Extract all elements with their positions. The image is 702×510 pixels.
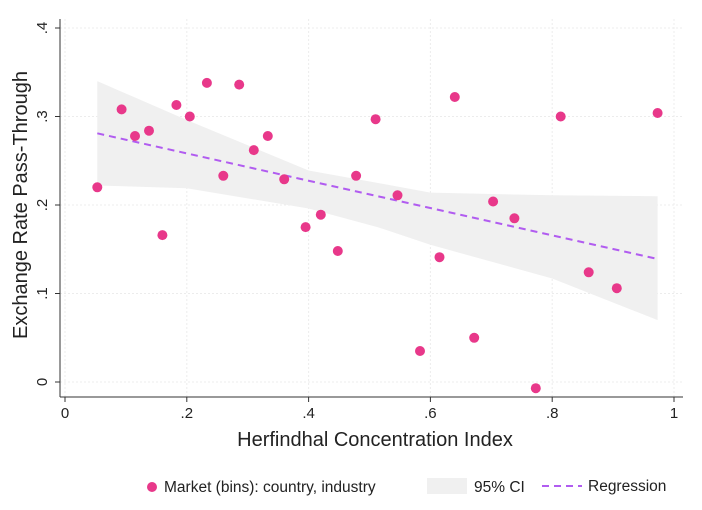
data-point-12 [279,174,290,185]
data-point-14 [315,209,326,220]
data-point-2 [130,131,140,141]
data-point-4 [157,230,168,241]
data-point-22 [469,332,480,343]
legend-label-market: Market (bins): country, industry [164,479,376,496]
data-point-20 [434,252,445,263]
data-point-24 [509,213,520,224]
y-tick-label-3: .3 [34,110,51,123]
data-point-7 [201,77,212,88]
y-axis-ticks: 0 .1 .2 .3 .4 [34,22,60,386]
x-axis-title: Herfindhal Concentration Index [237,429,513,451]
y-tick-label-2: .2 [34,199,51,212]
x-tick-label-0: 0 [61,405,69,422]
data-point-27 [583,267,594,278]
data-point-5 [171,100,182,110]
data-point-18 [392,190,403,201]
legend: Market (bins): country, industry 95% CI … [147,478,666,496]
data-point-16 [351,170,362,181]
legend-label-regression: Regression [588,478,666,495]
x-axis-ticks: 0 .2 .4 .6 .8 1 [61,397,678,422]
confidence-band [97,81,658,321]
legend-marker-market [147,482,157,492]
data-point-9 [234,79,245,90]
data-point-29 [652,108,663,118]
legend-label-ci: 95% CI [474,479,525,496]
axes [59,19,683,398]
data-point-8 [218,170,229,181]
data-point-1 [116,104,127,115]
ci-band [97,81,658,321]
x-tick-label-5: 1 [670,405,678,422]
y-axis-title: Exchange Rate Pass-Through [10,71,32,339]
data-point-17 [370,114,381,125]
y-tick-label-4: .4 [34,22,51,35]
data-point-15 [332,246,343,256]
x-tick-label-3: .6 [424,405,437,422]
data-point-21 [449,92,460,102]
data-point-10 [248,145,259,156]
x-tick-label-4: .8 [546,405,559,422]
data-point-6 [184,111,195,122]
data-point-11 [262,131,273,141]
y-tick-label-1: .1 [34,287,51,300]
data-point-26 [555,111,566,122]
x-tick-label-1: .2 [181,405,194,422]
data-point-0 [92,182,103,193]
x-tick-label-2: .4 [302,405,315,422]
data-point-3 [144,125,154,136]
data-point-23 [488,196,499,207]
data-point-19 [415,346,425,356]
data-points [92,77,663,394]
data-point-25 [530,383,541,394]
data-point-28 [611,283,622,294]
legend-swatch-ci [427,478,467,494]
y-tick-label-0: 0 [34,378,51,386]
data-point-13 [300,222,311,233]
